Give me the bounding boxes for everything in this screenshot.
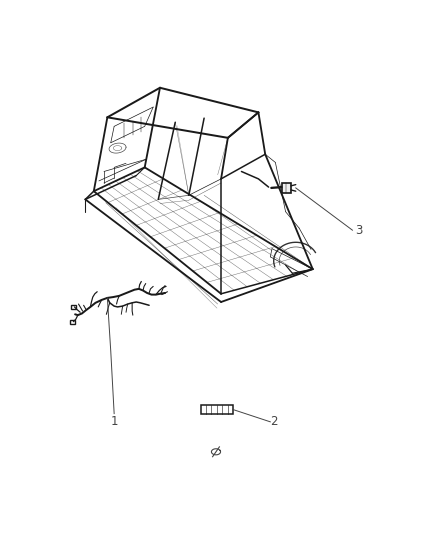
Text: 3: 3 — [355, 224, 362, 237]
Text: 1: 1 — [110, 415, 118, 429]
Bar — [71, 305, 76, 309]
Bar — [71, 320, 75, 324]
Text: 2: 2 — [270, 415, 277, 429]
Bar — [201, 406, 233, 414]
Bar — [282, 183, 291, 193]
